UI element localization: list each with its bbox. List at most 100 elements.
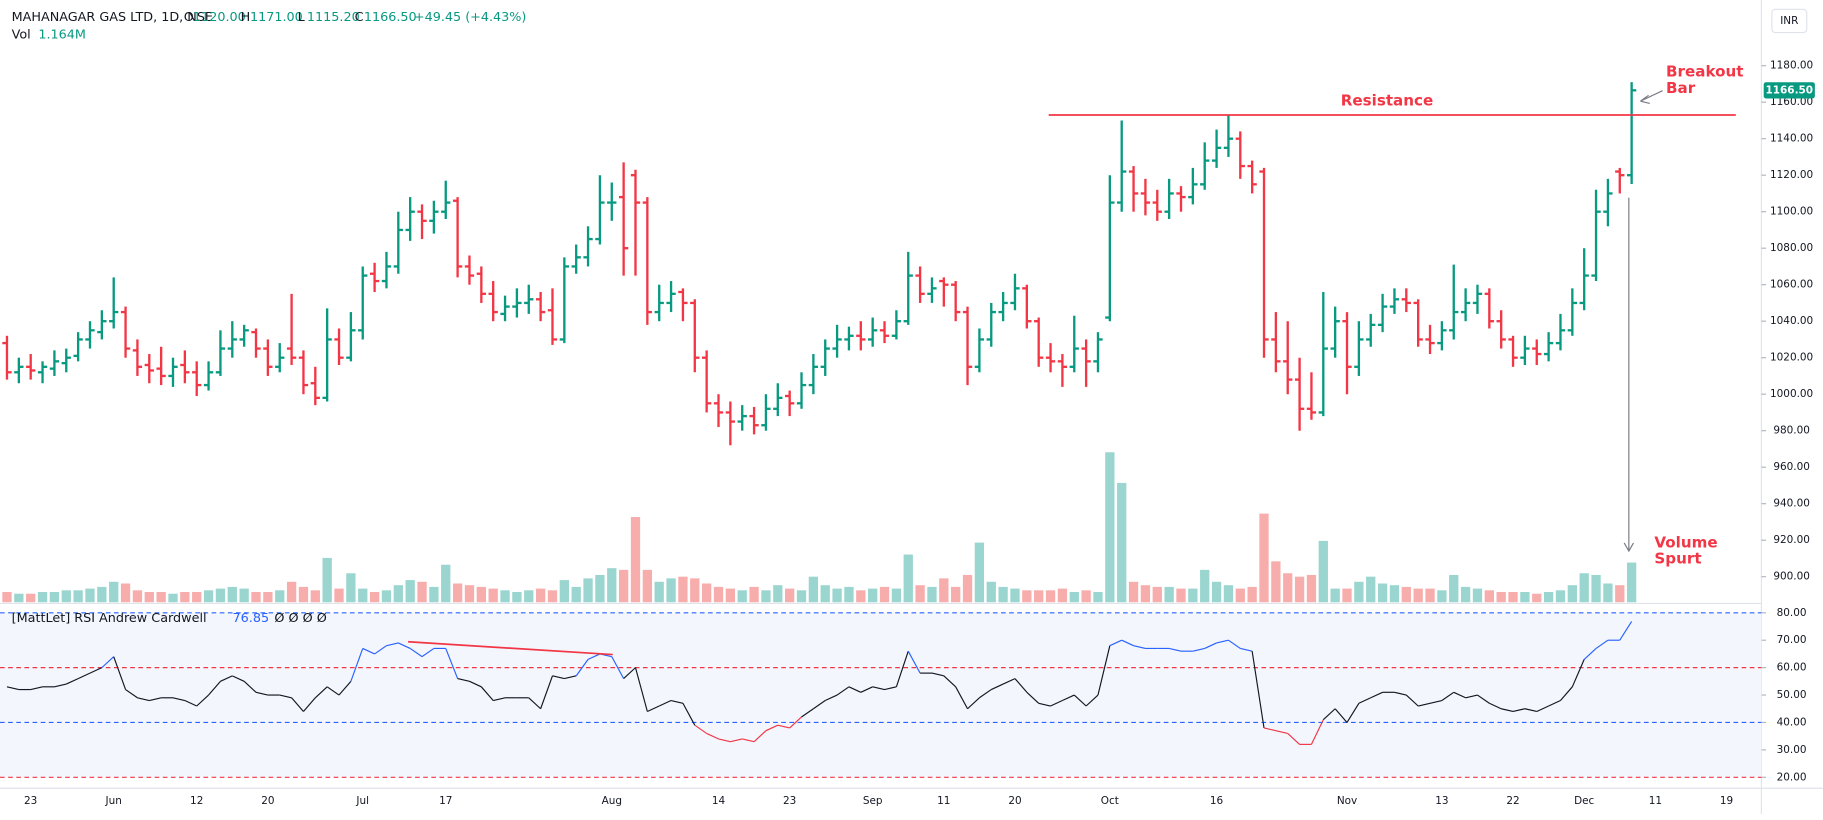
volume-bar (1306, 574, 1317, 603)
rsi-line (1014, 678, 1028, 693)
rsi-line (872, 686, 885, 691)
plot: 900.00 920.00 940.00 960.00 980.00 1000.00 102… (0, 60, 1815, 807)
rsi-line (860, 686, 873, 693)
rsi-line (955, 686, 969, 710)
rsi-line (1310, 719, 1324, 745)
rsi-line (232, 675, 245, 682)
rsi-line (718, 738, 731, 743)
volume-bar (286, 581, 297, 603)
y-tick-label: 1020.00 (1770, 352, 1813, 364)
y-tick-label: 1100.00 (1770, 206, 1813, 218)
volume-bar (109, 581, 119, 603)
volume-bar (1366, 576, 1376, 603)
x-tick-label: 22 (1506, 795, 1519, 807)
volume-bar (227, 586, 237, 603)
x-tick-label: Nov (1337, 795, 1357, 807)
rsi-line (1026, 691, 1040, 704)
rsi-line (1002, 678, 1016, 685)
volume-bar (844, 586, 854, 603)
volume-bar (1045, 590, 1056, 603)
volume-bar (868, 588, 878, 603)
rsi-line (765, 724, 779, 732)
volume-bar (927, 586, 937, 603)
volume-bar (1093, 592, 1103, 603)
volume-bar (607, 568, 617, 603)
volume-bar (903, 554, 913, 603)
volume-bar (1330, 588, 1340, 603)
rsi-line (54, 683, 67, 688)
rsi-line (694, 724, 707, 734)
x-tick-label: 17 (439, 795, 452, 807)
rsi-line (1062, 694, 1075, 702)
volume-bar (701, 583, 712, 603)
volume-bar (1271, 561, 1281, 603)
rsi-line (587, 653, 601, 660)
rsi-line (706, 732, 719, 740)
rsi-line (1512, 708, 1526, 713)
rsi-line (1133, 645, 1146, 649)
x-tick-label: Jul (355, 795, 369, 807)
rsi-line (1524, 708, 1537, 713)
volume-bar (168, 593, 178, 603)
rsi-line (137, 697, 150, 702)
rsi-line (1501, 708, 1514, 713)
volume-bar (1508, 592, 1518, 603)
rsi-line (445, 648, 459, 679)
volume-bar (97, 586, 107, 603)
volume-bar (1318, 540, 1328, 603)
volume-bar (49, 592, 60, 603)
rsi-line (1038, 702, 1051, 707)
rsi-extras: Ø Ø Ø Ø (274, 611, 326, 626)
rsi-line (1583, 648, 1597, 660)
rsi-line (611, 656, 625, 679)
currency: INR (1780, 15, 1798, 27)
volume-bar (1437, 590, 1447, 603)
x-tick-label: 20 (261, 795, 274, 807)
rsi-line (991, 683, 1004, 691)
rsi-line (979, 689, 992, 699)
rsi-line (647, 705, 660, 713)
currency-box[interactable] (1771, 8, 1808, 34)
volume-bar (1567, 585, 1577, 603)
volume-bar (500, 590, 510, 603)
volume-bar (310, 590, 320, 603)
rsi-line (77, 672, 91, 680)
quote-label: C (355, 10, 364, 25)
y-tick-label: 1000.00 (1770, 388, 1813, 400)
volume-bar (1211, 581, 1222, 603)
rsi-line (1085, 694, 1099, 707)
volume-bar (642, 569, 653, 603)
rsi-line (742, 738, 755, 743)
x-tick-label: 23 (24, 795, 37, 807)
x-tick-label: 19 (1720, 795, 1733, 807)
volume-bar (61, 590, 71, 603)
volume-bar (535, 588, 546, 603)
volume-bar (785, 588, 795, 603)
quote-value: 1171.00 (250, 10, 303, 25)
rsi-line (1109, 639, 1122, 647)
volume-bar (796, 590, 807, 603)
rsi-line (208, 680, 221, 696)
volume-bar (1579, 573, 1589, 603)
x-tick-label: 14 (712, 795, 726, 807)
rsi-tick-label: 20.00 (1777, 771, 1807, 783)
rsi-line (682, 702, 696, 726)
rsi-line (1121, 639, 1134, 647)
rsi-line (943, 675, 957, 688)
quote-value: 1115.20 (307, 10, 360, 25)
volume-bar (571, 586, 581, 603)
quote-label: L (298, 10, 306, 25)
rsi-tick-label: 60.00 (1777, 662, 1807, 674)
rsi-tick-label: 70.00 (1777, 634, 1807, 646)
breakout-arrow (1640, 90, 1663, 105)
rsi-line (931, 672, 944, 677)
rsi-line (338, 680, 352, 696)
volume-bar (488, 588, 498, 603)
rsi-line (801, 708, 814, 718)
y-tick-label: 1140.00 (1770, 133, 1813, 145)
rsi-line (658, 699, 672, 707)
rsi-line (326, 686, 340, 696)
rsi-line (1477, 694, 1490, 704)
volume-bar (583, 578, 593, 603)
volume-bar (417, 581, 427, 603)
